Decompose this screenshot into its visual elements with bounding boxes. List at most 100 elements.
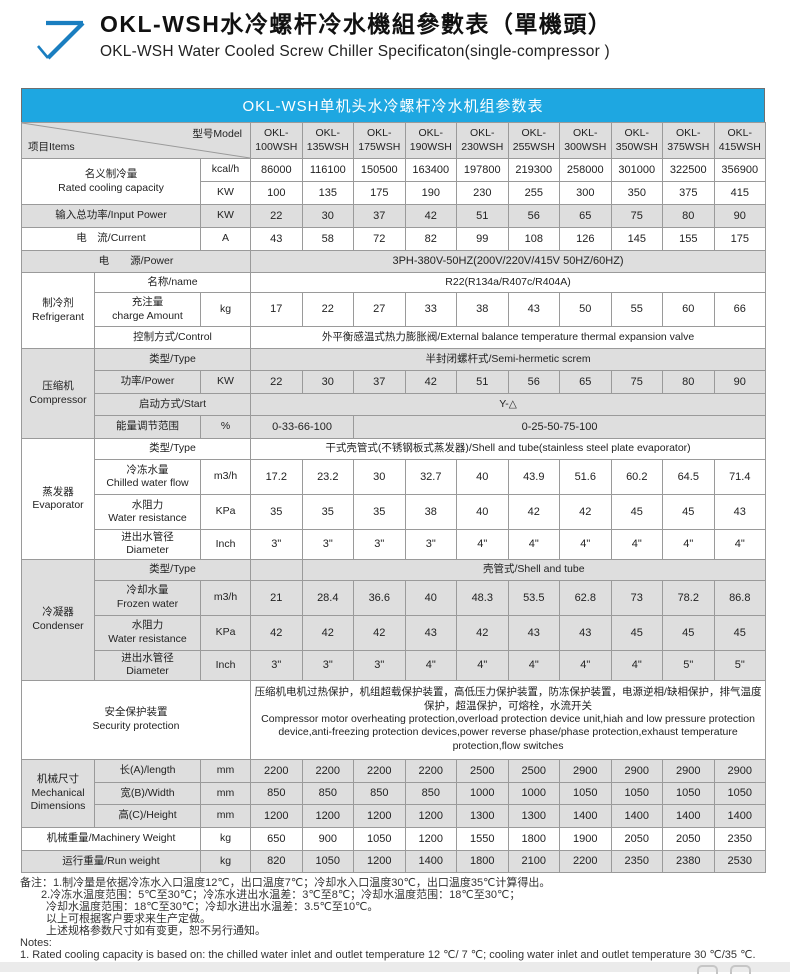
table-cell: 43 (250, 227, 303, 251)
table-cell: 1050 (301, 849, 355, 873)
table-row: 电 流/Current A 43 58 72 82 99 108 126 145 155 175 (21, 227, 767, 251)
table-cell: 4" (559, 649, 612, 681)
table-row: 电 源/Power 3PH-380V-50HZ(200V/220V/415V 50… (20, 250, 767, 273)
table-cell: KPa (199, 614, 252, 651)
table-cell: 56 (507, 204, 561, 228)
table-cell: 850 (301, 781, 355, 805)
table-cell: 启动方式/Start (93, 393, 252, 416)
table-cell: 1050 (713, 781, 767, 805)
table-cell: 42 (301, 614, 355, 651)
table-cell: 水阻力 Water resistance (94, 614, 201, 651)
table-cell: 258000 (559, 158, 612, 182)
table-cell: 155 (662, 227, 715, 251)
table-cell: 301000 (610, 158, 664, 182)
table-cell: 4" (713, 529, 767, 560)
table-cell: 水阻力 Water resistance (94, 494, 201, 530)
note-line: Notes: (20, 937, 52, 949)
table-cell: 80 (662, 370, 715, 394)
table-cell: 1200 (404, 803, 458, 828)
table-cell: 1800 (456, 849, 509, 873)
table-cell: 制冷剂 Refrigerant (21, 272, 95, 349)
table-cell: 82 (404, 227, 458, 251)
table-cell: kg (199, 826, 252, 851)
table-cell: 1400 (662, 803, 715, 828)
table-cell: 90 (713, 370, 767, 394)
table-cell: 1000 (456, 781, 509, 805)
table-cell: 55 (610, 292, 664, 327)
table-cell: mm (199, 758, 252, 783)
table-cell: 2900 (713, 758, 767, 783)
table-cell: 压缩机电机过热保护，机组超载保护装置，高低压力保护装置，防冻保护装置，电源逆相/… (250, 679, 767, 760)
table-cell: 48.3 (456, 579, 509, 616)
table-cell: Inch (199, 529, 252, 560)
table-cell: 37 (353, 370, 406, 394)
table-cell: 51.6 (559, 459, 612, 495)
table-cell: 850 (404, 781, 458, 805)
table-cell: 900 (301, 826, 355, 851)
table-cell: 135 (301, 181, 355, 205)
table-cell: 27 (353, 292, 406, 327)
table-cell: 42 (404, 204, 458, 228)
table-cell: mm (199, 803, 252, 828)
table-row: 压缩机 Compressor 类型/Type 半封闭螺杆式/Semi-hermeti… (21, 348, 767, 439)
table-cell: 21 (250, 579, 303, 616)
table-cell: 219300 (507, 158, 561, 182)
table-cell: 356900 (713, 158, 767, 182)
table-cell: OKL- 375WSH (662, 122, 715, 159)
table-row: 输入总功率/Input Power KW 22 30 37 42 51 56 65 75 80 90 (21, 204, 767, 228)
table-cell: 2350 (610, 849, 664, 873)
table-cell: 1400 (713, 803, 767, 828)
title-block: OKL-WSH水冷螺杆冷水機組參數表（單機頭） OKL-WSH Water Co… (100, 5, 760, 61)
table-row: 启动方式/Start Y-△ (22, 393, 767, 416)
table-cell: 3PH-380V-50HZ(200V/220V/415V 50HZ/60HZ) (250, 250, 767, 273)
table-cell: 190 (404, 181, 458, 205)
table-cell: 冷凝器 Condenser (21, 558, 95, 681)
table-cell: OKL- 175WSH (353, 122, 406, 159)
table-cell: 冷冻水量 Chilled water flow (94, 459, 201, 495)
table-cell: 50 (559, 292, 612, 327)
cutoff-mark (697, 965, 718, 974)
table-cell: 2200 (404, 758, 458, 783)
corner-model-label: 型号Model (192, 128, 243, 140)
table-cell: 58 (301, 227, 355, 251)
table-cell: 1800 (507, 826, 561, 851)
table-cell: 42 (353, 614, 406, 651)
table-cell: 45 (610, 614, 664, 651)
table-cell: 4" (456, 649, 509, 681)
table-cell: 4" (404, 649, 458, 681)
table-cell: 850 (353, 781, 406, 805)
table-cell: KW (199, 204, 252, 228)
table-banner: OKL-WSH单机头水冷螺杆冷水机组参数表 (21, 88, 765, 122)
table-cell: OKL- 190WSH (404, 122, 458, 159)
table-cell: 2050 (662, 826, 715, 851)
table-cell: 控制方式/Control (93, 326, 252, 349)
table-cell: 1400 (404, 849, 458, 873)
table-cell: m3/h (199, 459, 252, 495)
table-cell: 1000 (507, 781, 561, 805)
table-cell: 干式壳管式(不锈钢板式蒸发器)/Shell and tube(stainless… (250, 438, 767, 460)
table-cell: 17.2 (250, 459, 303, 495)
table-row: 冷冻水量 Chilled water flow m3/h 17.2 23.2 30 32.… (22, 459, 767, 495)
cutoff-mark (730, 965, 751, 974)
table-cell: 3" (404, 529, 458, 560)
table-cell: 3" (250, 649, 303, 681)
table-cell: 42 (507, 494, 561, 530)
table-row: 能量调节范围% 0-33-66-100 0-25-50-75-100 (22, 415, 767, 439)
table-cell: 3" (250, 529, 303, 560)
table-cell: 42 (456, 614, 509, 651)
table-cell: KW (199, 181, 252, 205)
table-row: 名义制冷量 Rated cooling capacity kcal/h 86000 1… (21, 158, 767, 205)
table-cell: 108 (507, 227, 561, 251)
table-row: 宽(B)/Width mm 850 850 850 850 1000 1000 1050 1050… (22, 781, 767, 805)
table-cell: 820 (250, 849, 303, 873)
table-cell: 1550 (456, 826, 509, 851)
table-cell: 运行重量/Run weight (21, 849, 201, 873)
table-cell: 2350 (713, 826, 767, 851)
table-cell: 38 (456, 292, 509, 327)
table-cell: 能量调节范围 (94, 415, 201, 439)
table-cell: 输入总功率/Input Power (21, 204, 201, 228)
table-row: 水阻力 Water resistance KPa 42 42 42 43 42 43 43 45 4… (22, 614, 767, 651)
table-cell: 375 (662, 181, 715, 205)
table-cell: 30 (353, 459, 406, 495)
table-cell: 73 (610, 579, 664, 616)
